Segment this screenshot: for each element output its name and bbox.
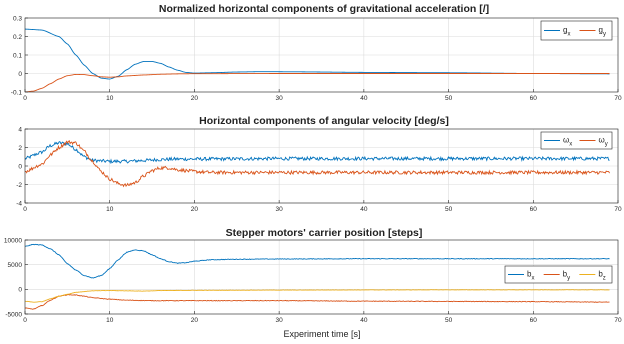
x-tick-label: 20 xyxy=(191,206,199,213)
series-line-g-y xyxy=(25,73,610,92)
chart-panel-angular-velocity: Horizontal components of angular velocit… xyxy=(16,115,622,213)
x-tick-label: 60 xyxy=(530,206,538,213)
legend-label: g xyxy=(563,26,567,35)
y-tick-label: 0.3 xyxy=(13,15,22,22)
x-tick-label: 40 xyxy=(360,206,368,213)
y-tick-label: 0 xyxy=(18,287,22,294)
x-tick-label: 0 xyxy=(23,317,27,324)
y-tick-label: 5000 xyxy=(8,262,23,269)
x-tick-label: 50 xyxy=(445,206,453,213)
legend-entry: bx xyxy=(527,270,534,282)
series-line-ω-x xyxy=(25,141,610,165)
legend-subscript: x xyxy=(531,276,534,282)
y-tick-label: -5000 xyxy=(5,311,22,318)
chart-panel-carrier-position: Stepper motors' carrier position [steps]… xyxy=(4,227,622,339)
legend-entry: gy xyxy=(599,26,606,38)
chart-title: Normalized horizontal components of grav… xyxy=(159,3,489,15)
x-axis-label: Experiment time [s] xyxy=(283,329,360,339)
legend-subscript: y xyxy=(603,32,606,38)
y-tick-label: 10000 xyxy=(4,237,22,244)
y-tick-label: -2 xyxy=(16,182,22,189)
chart-title: Horizontal components of angular velocit… xyxy=(199,115,449,127)
legend-subscript: y xyxy=(567,276,570,282)
x-tick-label: 70 xyxy=(614,95,622,102)
y-tick-label: 0.2 xyxy=(13,34,22,41)
legend-subscript: x xyxy=(569,142,572,148)
legend-entry: bz xyxy=(598,270,605,282)
series-line-ω-y xyxy=(25,140,610,188)
x-tick-label: 30 xyxy=(276,317,284,324)
y-tick-label: 0 xyxy=(18,71,22,78)
legend-subscript: x xyxy=(567,32,570,38)
x-tick-label: 50 xyxy=(445,95,453,102)
series-line-b-y xyxy=(25,294,610,310)
legend-subscript: y xyxy=(605,142,608,148)
y-tick-label: 0.1 xyxy=(13,52,22,59)
x-tick-label: 20 xyxy=(191,317,199,324)
y-tick-label: -0.1 xyxy=(11,89,23,96)
x-tick-label: 20 xyxy=(191,95,199,102)
legend-label: b xyxy=(563,270,568,279)
chart-panel-gravitational-acceleration: Normalized horizontal components of grav… xyxy=(11,3,622,102)
legend-label: b xyxy=(527,270,532,279)
plot-area xyxy=(24,239,619,315)
x-tick-label: 40 xyxy=(360,95,368,102)
x-tick-label: 60 xyxy=(530,317,538,324)
x-tick-label: 10 xyxy=(106,317,114,324)
x-tick-label: 0 xyxy=(23,206,27,213)
x-tick-label: 50 xyxy=(445,317,453,324)
legend-entry: ωy xyxy=(599,136,608,148)
legend-entry: ωx xyxy=(563,136,572,148)
x-tick-label: 10 xyxy=(106,206,114,213)
legend-subscript: z xyxy=(603,276,606,282)
x-tick-label: 70 xyxy=(614,206,622,213)
legend-entry: gx xyxy=(563,26,570,38)
y-tick-label: -4 xyxy=(16,200,22,207)
x-tick-label: 30 xyxy=(276,206,284,213)
legend-label: ω xyxy=(599,136,605,145)
legend-label: ω xyxy=(563,136,569,145)
x-tick-label: 60 xyxy=(530,95,538,102)
x-tick-label: 70 xyxy=(614,317,622,324)
legend xyxy=(540,131,613,150)
y-tick-label: 2 xyxy=(18,145,22,152)
series-line-b-x xyxy=(25,243,610,279)
x-tick-label: 0 xyxy=(23,95,27,102)
y-tick-label: 4 xyxy=(18,126,22,133)
x-tick-label: 40 xyxy=(360,317,368,324)
x-tick-label: 10 xyxy=(106,95,114,102)
legend-entry: by xyxy=(563,270,570,282)
legend xyxy=(540,20,613,41)
legend-label: b xyxy=(598,270,603,279)
series-line-b-z xyxy=(25,289,610,303)
chart-title: Stepper motors' carrier position [steps] xyxy=(226,227,423,239)
legend-label: g xyxy=(599,26,603,35)
y-tick-label: 0 xyxy=(18,163,22,170)
x-tick-label: 30 xyxy=(276,95,284,102)
